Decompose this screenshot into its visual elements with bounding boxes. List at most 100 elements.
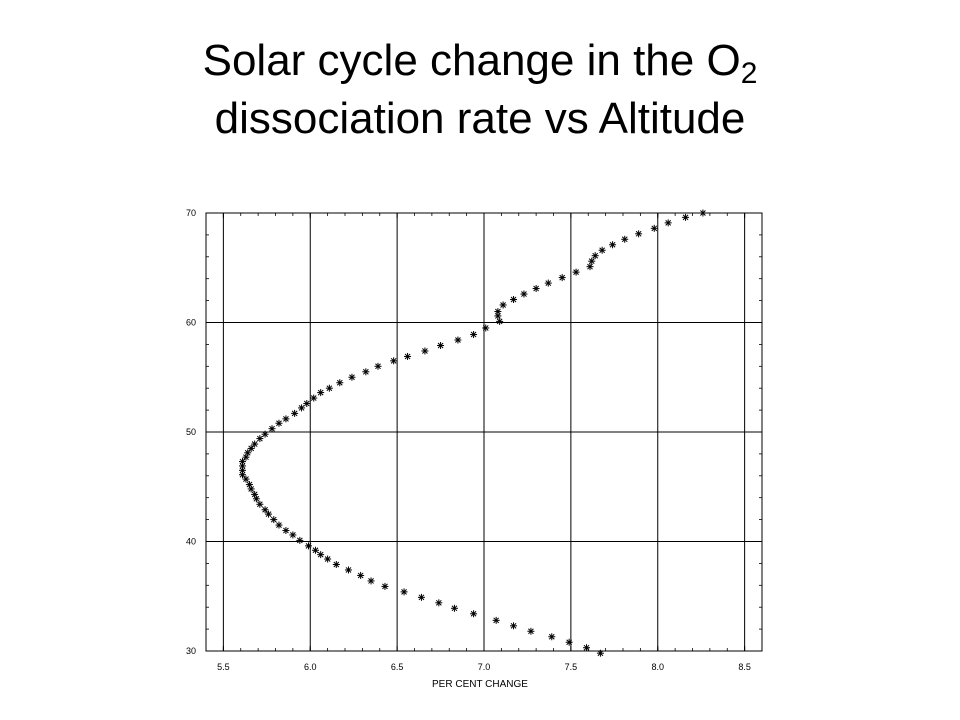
x-tick-label: 8.5 bbox=[738, 662, 751, 672]
data-point bbox=[268, 425, 276, 433]
data-point bbox=[558, 274, 566, 282]
data-point bbox=[298, 404, 306, 412]
x-tick-labels: 5.5 6.0 6.5 7.0 7.5 8.0 8.5 bbox=[217, 662, 751, 672]
data-point bbox=[311, 546, 319, 554]
data-point bbox=[317, 551, 325, 559]
data-point bbox=[482, 324, 490, 332]
x-tick-label: 5.5 bbox=[217, 662, 230, 672]
data-point bbox=[510, 622, 518, 630]
data-point bbox=[583, 644, 591, 652]
chart-title: Solar cycle change in the O2 dissociatio… bbox=[0, 32, 960, 148]
data-point bbox=[682, 213, 690, 221]
data-points bbox=[238, 209, 707, 657]
data-point bbox=[238, 458, 246, 466]
data-point bbox=[275, 521, 283, 529]
data-point bbox=[245, 481, 253, 489]
data-point bbox=[362, 368, 370, 376]
data-point bbox=[621, 235, 629, 243]
data-point bbox=[699, 209, 707, 217]
data-point bbox=[348, 373, 356, 381]
data-point bbox=[470, 610, 478, 618]
data-point bbox=[635, 230, 643, 238]
data-point bbox=[598, 246, 606, 254]
tick-marks bbox=[205, 212, 763, 652]
data-point bbox=[494, 308, 502, 316]
data-point bbox=[381, 582, 389, 590]
data-point bbox=[238, 462, 246, 470]
data-point bbox=[492, 616, 500, 624]
data-point bbox=[244, 449, 252, 457]
data-point bbox=[496, 317, 504, 325]
data-point bbox=[238, 471, 246, 479]
data-point bbox=[367, 577, 375, 585]
data-point bbox=[591, 252, 599, 260]
x-tick-label: 6.5 bbox=[391, 662, 404, 672]
title-line-2: dissociation rate vs Altitude bbox=[214, 94, 746, 143]
title-line-1-text: Solar cycle change in the O bbox=[202, 36, 741, 85]
data-point bbox=[565, 638, 573, 646]
title-subscript: 2 bbox=[740, 57, 758, 90]
data-point bbox=[317, 389, 325, 397]
data-point bbox=[548, 633, 556, 641]
data-point bbox=[374, 362, 382, 370]
data-point bbox=[296, 536, 304, 544]
data-point bbox=[336, 379, 344, 387]
x-tick-label: 7.5 bbox=[565, 662, 578, 672]
x-tick-label: 6.0 bbox=[304, 662, 317, 672]
data-point bbox=[261, 506, 269, 514]
x-axis-label: PER CENT CHANGE bbox=[432, 679, 528, 690]
data-point bbox=[344, 566, 352, 574]
x-tick-label: 7.0 bbox=[478, 662, 491, 672]
data-point bbox=[256, 500, 264, 508]
data-point bbox=[586, 263, 594, 271]
data-point bbox=[332, 560, 340, 568]
data-point bbox=[357, 571, 365, 579]
data-point bbox=[282, 527, 290, 535]
data-point bbox=[454, 336, 462, 344]
data-point bbox=[437, 341, 445, 349]
title-line-1: Solar cycle change in the O2 bbox=[0, 32, 960, 90]
data-point bbox=[421, 347, 429, 355]
data-point bbox=[303, 400, 311, 408]
y-tick-label: 40 bbox=[186, 537, 196, 547]
data-point bbox=[596, 649, 604, 657]
data-point bbox=[404, 352, 412, 360]
data-point bbox=[527, 627, 535, 635]
data-point bbox=[251, 490, 259, 498]
data-point bbox=[291, 409, 299, 417]
data-point bbox=[435, 599, 443, 607]
y-tick-label: 70 bbox=[186, 208, 196, 218]
y-tick-label: 60 bbox=[186, 318, 196, 328]
data-point bbox=[499, 301, 507, 309]
data-point bbox=[251, 440, 259, 448]
data-point bbox=[256, 435, 264, 443]
data-point bbox=[325, 384, 333, 392]
grid bbox=[206, 212, 762, 652]
data-point bbox=[544, 279, 552, 287]
data-point bbox=[510, 296, 518, 304]
data-point bbox=[450, 604, 458, 612]
data-point bbox=[588, 257, 596, 265]
data-point bbox=[324, 555, 332, 563]
data-point bbox=[572, 268, 580, 276]
data-point bbox=[650, 224, 658, 232]
data-point bbox=[390, 357, 398, 365]
data-point bbox=[532, 285, 540, 293]
data-point bbox=[265, 510, 273, 518]
x-tick-label: 8.0 bbox=[651, 662, 664, 672]
data-point bbox=[417, 593, 425, 601]
data-point bbox=[242, 475, 250, 483]
data-point bbox=[282, 415, 290, 423]
data-point bbox=[305, 542, 313, 550]
data-point bbox=[664, 219, 672, 227]
data-point bbox=[400, 588, 408, 596]
data-point bbox=[520, 290, 528, 298]
data-point bbox=[289, 531, 297, 539]
data-point bbox=[609, 241, 617, 249]
y-tick-label: 50 bbox=[186, 427, 196, 437]
data-point bbox=[261, 430, 269, 438]
data-point bbox=[310, 394, 318, 402]
y-tick-label: 30 bbox=[186, 646, 196, 656]
